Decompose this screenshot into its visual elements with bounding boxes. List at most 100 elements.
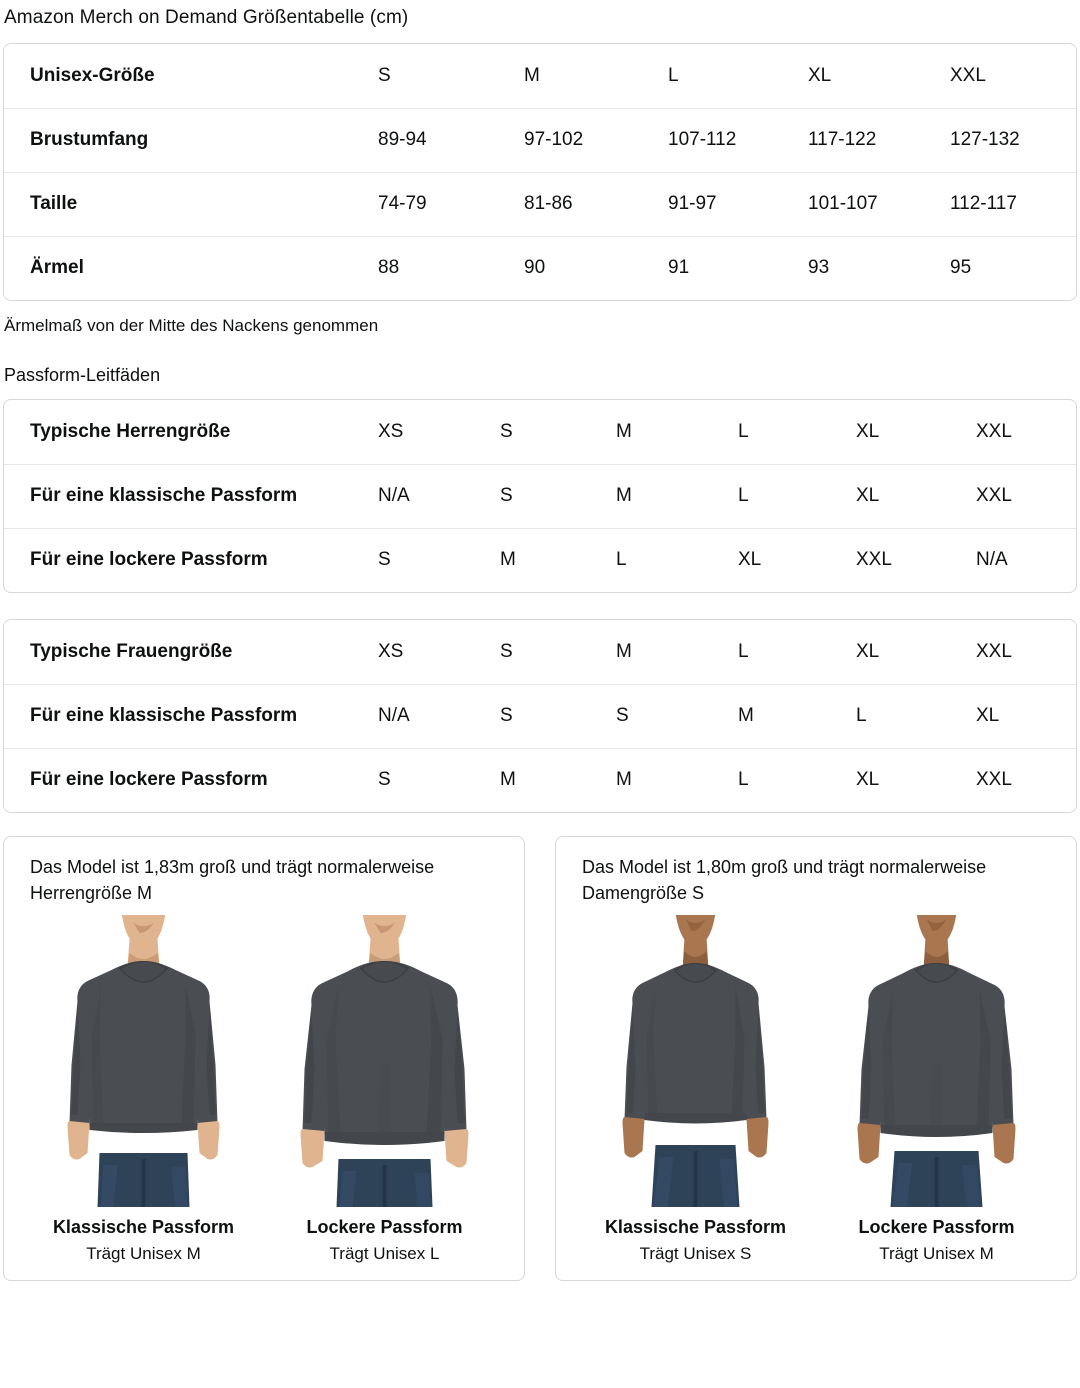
cell: S: [500, 640, 513, 662]
cell: XXL: [976, 640, 1012, 662]
cell: 107-112: [668, 107, 808, 172]
cell: XXL: [856, 527, 976, 592]
cell: S: [500, 463, 616, 528]
mens-fit-guide-card: Typische Herrengröße XS S M L XL XXL Für…: [3, 399, 1077, 593]
table-row: Typische Herrengröße XS S M L XL XXL: [4, 400, 1076, 464]
fit-label: Lockere Passform: [306, 1217, 463, 1237]
mens-classic-fit-figure: Klassische Passform Trägt Unisex M: [26, 915, 261, 1266]
mens-relaxed-fit-figure: Lockere Passform Trägt Unisex L: [267, 915, 502, 1266]
cell: XL: [738, 527, 856, 592]
cell: XL: [856, 747, 976, 812]
female-model-photo-classic: [578, 915, 813, 1207]
cell: N/A: [976, 527, 1076, 592]
male-figure-relaxed-icon: [300, 915, 469, 1207]
cell: S: [378, 64, 391, 86]
row-label: Typische Frauengröße: [30, 640, 233, 662]
cell: 93: [808, 235, 950, 300]
cell: L: [738, 640, 749, 662]
cell: 91-97: [668, 171, 808, 236]
womens-figure-pair: Klassische Passform Trägt Unisex S: [578, 915, 1054, 1266]
cell: L: [616, 527, 738, 592]
table-row: Brustumfang 89-94 97-102 107-112 117-122…: [4, 107, 1076, 172]
row-label: Für eine klassische Passform: [4, 683, 378, 748]
row-label: Für eine lockere Passform: [4, 527, 378, 592]
cell: L: [668, 64, 679, 86]
model-cards-row: Das Model ist 1,83m groß und trägt norma…: [3, 836, 1077, 1281]
womens-relaxed-fit-figure: Lockere Passform Trägt Unisex M: [819, 915, 1054, 1266]
row-label: Unisex-Größe: [30, 64, 155, 86]
cell: 88: [378, 235, 524, 300]
cell: M: [616, 420, 632, 442]
cell: 127-132: [950, 107, 1076, 172]
male-figure-classic-icon: [67, 915, 220, 1207]
fit-label: Lockere Passform: [858, 1217, 1015, 1237]
male-model-photo-relaxed: [267, 915, 502, 1207]
cell: N/A: [378, 463, 500, 528]
cell: 90: [524, 235, 668, 300]
cell: M: [738, 683, 856, 748]
cell: M: [616, 463, 738, 528]
womens-model-description: Das Model ist 1,80m groß und trägt norma…: [582, 857, 987, 903]
wears-label: Trägt Unisex L: [329, 1244, 440, 1263]
row-label: Brustumfang: [4, 107, 378, 172]
mens-figure-pair: Klassische Passform Trägt Unisex M: [26, 915, 502, 1266]
cell: 81-86: [524, 171, 668, 236]
female-figure-relaxed-icon: [857, 915, 1016, 1207]
cell: XXL: [976, 747, 1076, 812]
womens-model-card: Das Model ist 1,80m groß und trägt norma…: [555, 836, 1077, 1281]
cell: N/A: [378, 683, 500, 748]
cell: XXL: [950, 64, 986, 86]
cell: XL: [856, 640, 880, 662]
cell: XL: [808, 64, 832, 86]
row-label: Ärmel: [4, 235, 378, 300]
size-chart-card: Unisex-Größe S M L XL XXL Brustumfang 89…: [3, 43, 1077, 301]
table-row: Für eine klassische Passform N/A S M L X…: [4, 463, 1076, 528]
table-row: Typische Frauengröße XS S M L XL XXL: [4, 620, 1076, 684]
cell: 91: [668, 235, 808, 300]
mens-fit-guide-table: Typische Herrengröße XS S M L XL XXL Für…: [4, 400, 1076, 592]
table-row: Für eine lockere Passform S M M L XL XXL: [4, 747, 1076, 812]
womens-classic-fit-figure: Klassische Passform Trägt Unisex S: [578, 915, 813, 1266]
row-label: Typische Herrengröße: [30, 420, 231, 442]
cell: XL: [856, 463, 976, 528]
cell: S: [616, 683, 738, 748]
cell: 74-79: [378, 171, 524, 236]
cell: M: [616, 747, 738, 812]
cell: XL: [856, 420, 880, 442]
size-chart-table: Unisex-Größe S M L XL XXL Brustumfang 89…: [4, 44, 1076, 300]
female-figure-classic-icon: [622, 915, 769, 1207]
mens-model-card: Das Model ist 1,83m groß und trägt norma…: [3, 836, 525, 1281]
sleeve-measurement-note: Ärmelmaß von der Mitte des Nackens genom…: [4, 316, 379, 335]
row-label: Taille: [4, 171, 378, 236]
cell: M: [500, 747, 616, 812]
mens-model-description: Das Model ist 1,83m groß und trägt norma…: [30, 857, 435, 903]
cell: M: [616, 640, 632, 662]
table-row: Für eine klassische Passform N/A S S M L…: [4, 683, 1076, 748]
cell: L: [738, 463, 856, 528]
cell: S: [378, 527, 500, 592]
cell: XXL: [976, 420, 1012, 442]
fit-label: Klassische Passform: [604, 1217, 787, 1237]
cell: 101-107: [808, 171, 950, 236]
womens-fit-guide-table: Typische Frauengröße XS S M L XL XXL Für…: [4, 620, 1076, 812]
male-model-photo-classic: [26, 915, 261, 1207]
fit-label: Klassische Passform: [52, 1217, 235, 1237]
table-row: Ärmel 88 90 91 93 95: [4, 235, 1076, 300]
cell: L: [738, 747, 856, 812]
cell: M: [500, 527, 616, 592]
womens-fit-guide-card: Typische Frauengröße XS S M L XL XXL Für…: [3, 619, 1077, 813]
cell: XS: [378, 420, 404, 442]
row-label: Für eine klassische Passform: [4, 463, 378, 528]
cell: S: [378, 747, 500, 812]
cell: 97-102: [524, 107, 668, 172]
cell: 117-122: [808, 107, 950, 172]
wears-label: Trägt Unisex M: [879, 1244, 994, 1263]
cell: 95: [950, 235, 1076, 300]
cell: M: [524, 64, 540, 86]
table-row: Für eine lockere Passform S M L XL XXL N…: [4, 527, 1076, 592]
table-row: Taille 74-79 81-86 91-97 101-107 112-117: [4, 171, 1076, 236]
table-row: Unisex-Größe S M L XL XXL: [4, 44, 1076, 108]
row-label: Für eine lockere Passform: [4, 747, 378, 812]
cell: L: [856, 683, 976, 748]
fit-guides-heading: Passform-Leitfäden: [4, 365, 161, 385]
